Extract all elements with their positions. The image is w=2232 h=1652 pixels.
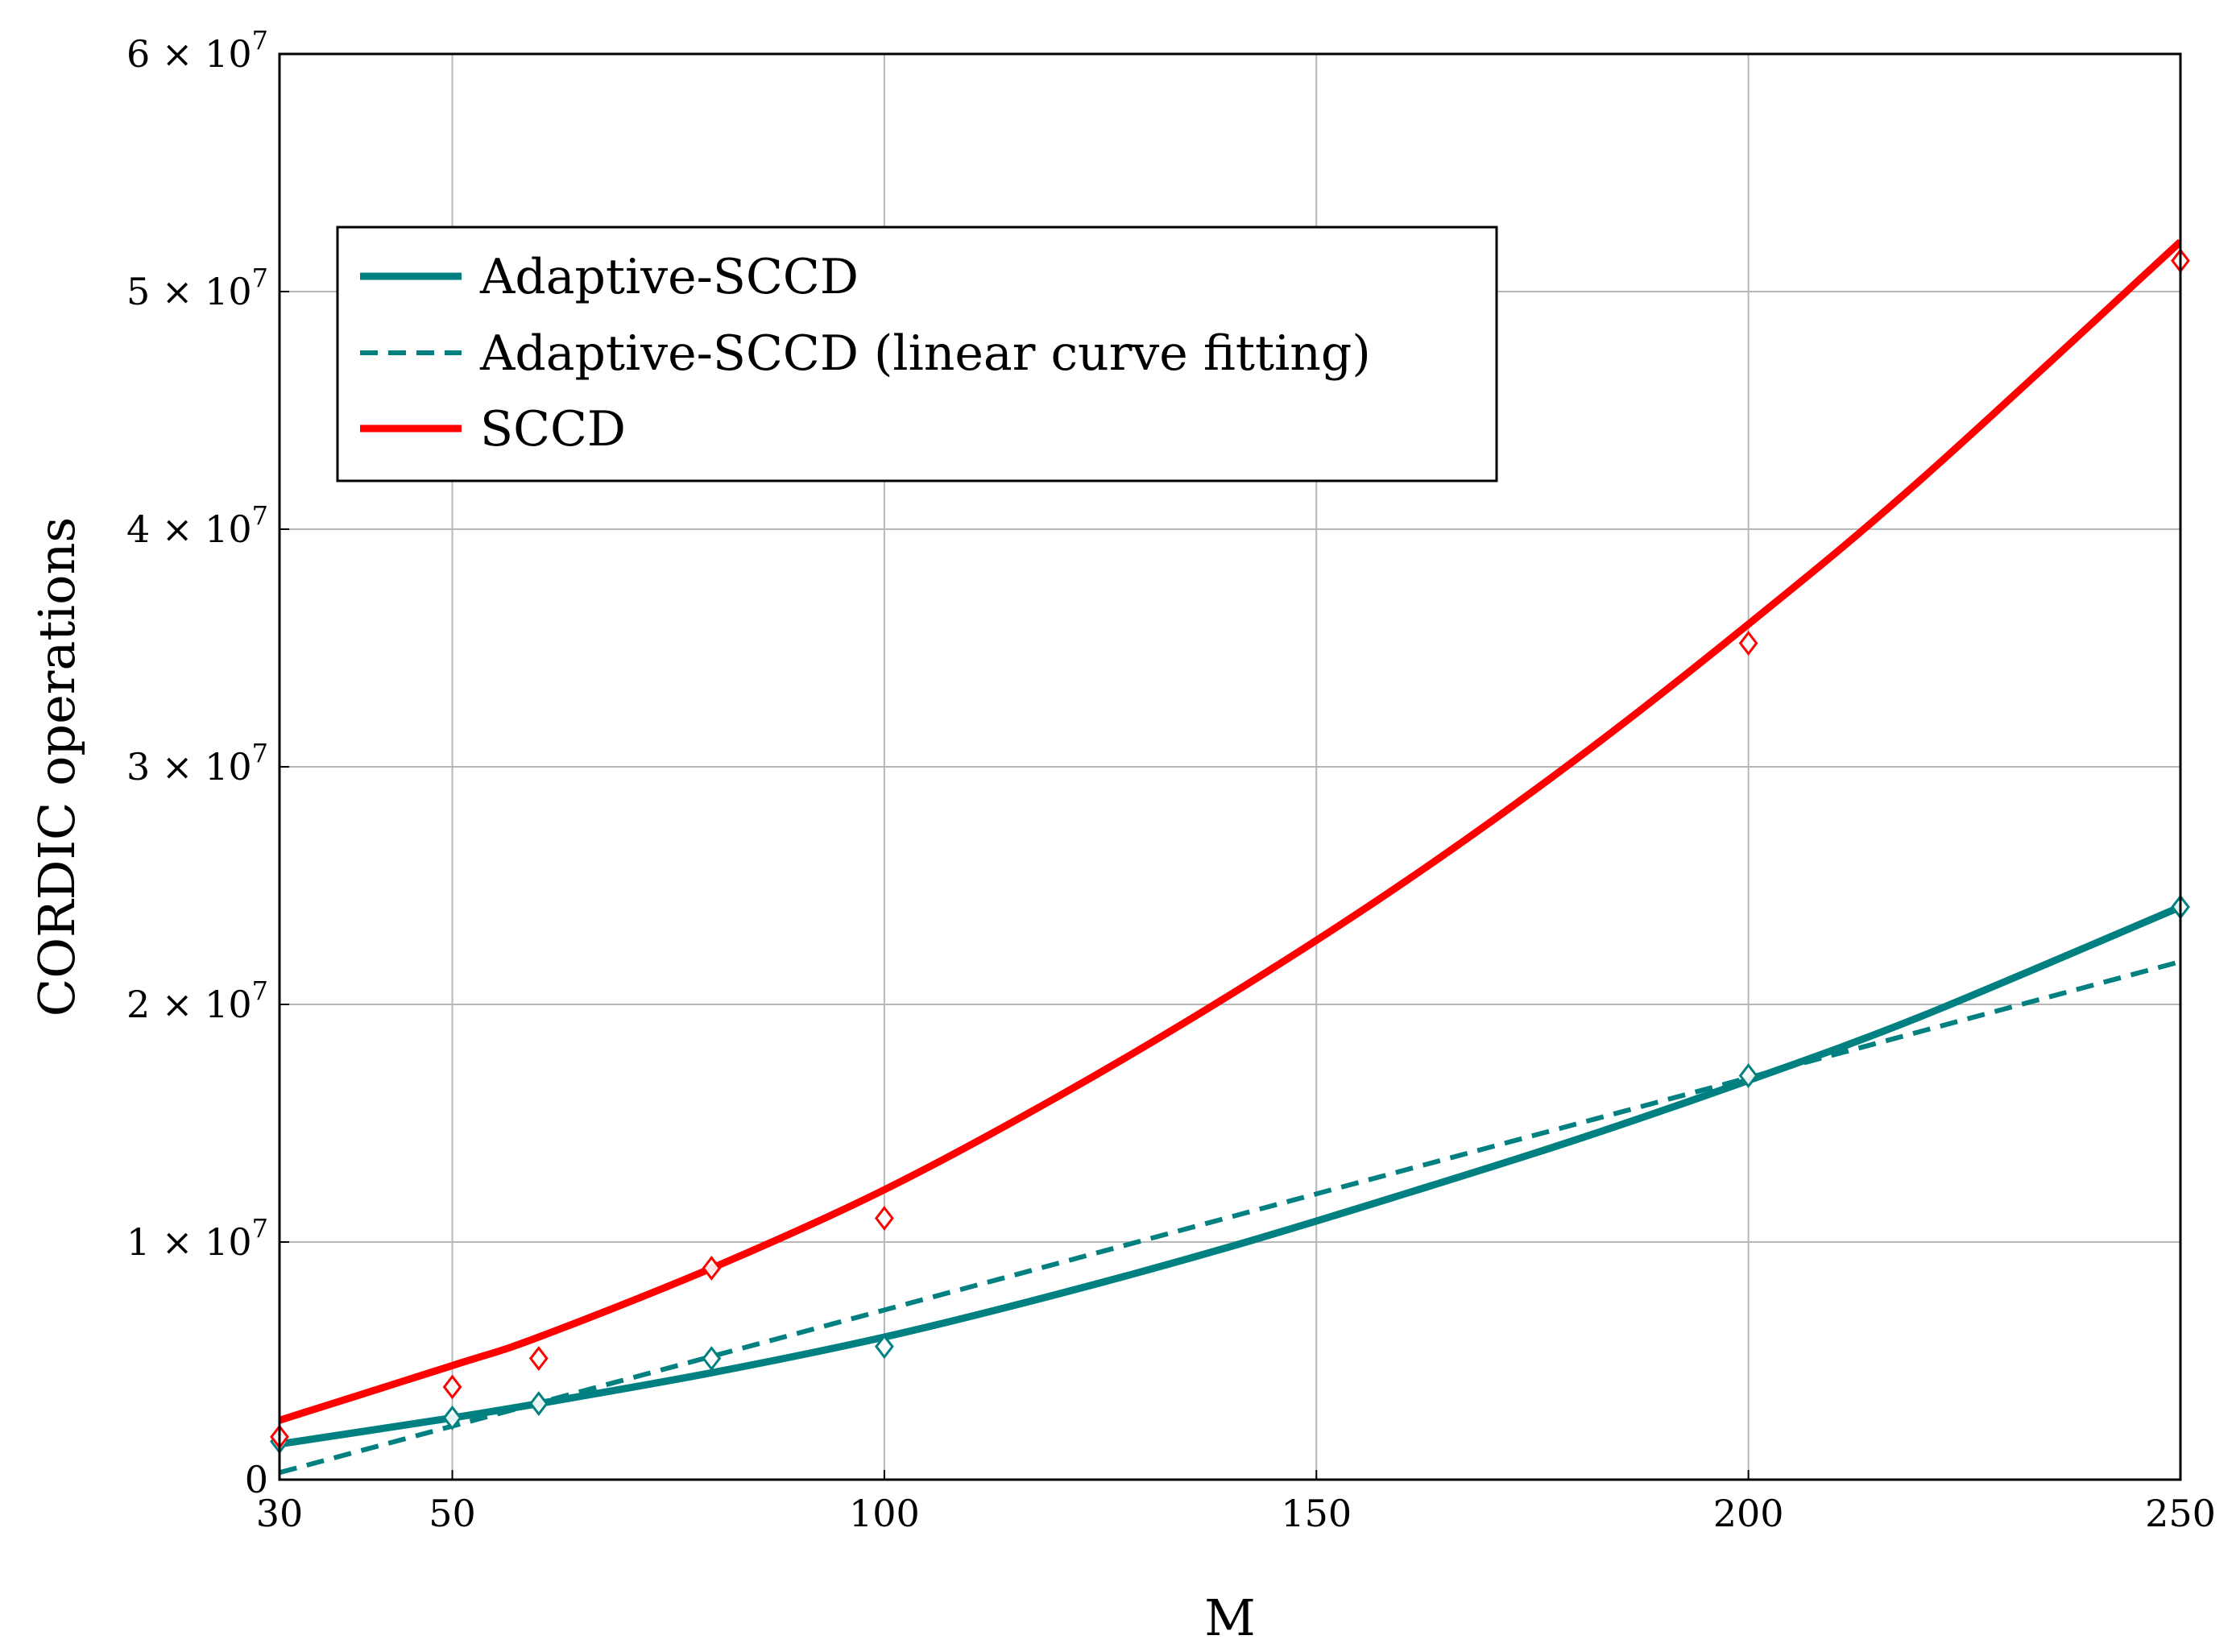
legend-box — [336, 226, 1498, 482]
data-point-adaptive-sccd — [442, 1405, 462, 1430]
x-axis-ticks: 30 50 100 150 200 250 — [256, 1470, 2216, 1535]
y-tick-exponent: 7 — [252, 975, 268, 1006]
x-tick-label: 30 — [256, 1492, 304, 1535]
y-tick-label: 2 × 107 — [126, 975, 268, 1026]
data-point-sccd — [702, 1255, 722, 1281]
data-point-sccd — [528, 1346, 549, 1372]
x-tick-label: 250 — [2145, 1492, 2216, 1535]
legend-label: Adaptive-SCCD (linear curve fitting) — [479, 325, 1371, 382]
y-tick-label: 5 × 107 — [126, 263, 268, 313]
y-tick-mantissa: 0 — [245, 1458, 268, 1501]
x-tick-label: 50 — [429, 1492, 476, 1535]
y-tick-mantissa: 3 × 10 — [126, 745, 252, 789]
y-tick-mantissa: 6 × 10 — [126, 32, 252, 76]
legend-label: SCCD — [480, 401, 626, 458]
y-tick-exponent: 7 — [252, 1213, 268, 1244]
marker-layer — [270, 248, 2190, 1455]
legend-label: Adaptive-SCCD — [479, 249, 859, 305]
data-point-sccd — [1738, 631, 1758, 656]
data-point-sccd — [875, 1206, 894, 1231]
x-axis-title: M — [1204, 1588, 1255, 1647]
y-tick-label: 4 × 107 — [126, 500, 268, 551]
y-axis-title: CORDIC operations — [27, 517, 86, 1016]
data-point-adaptive-sccd — [702, 1346, 722, 1372]
y-tick-mantissa: 2 × 10 — [126, 983, 252, 1026]
y-tick-exponent: 7 — [252, 263, 268, 293]
data-point-adaptive-sccd — [875, 1334, 894, 1360]
data-point-sccd — [442, 1374, 462, 1400]
y-tick-mantissa: 5 × 10 — [126, 270, 252, 313]
y-tick-label: 0 — [245, 1458, 268, 1501]
y-tick-mantissa: 4 × 10 — [126, 507, 252, 551]
y-tick-exponent: 7 — [252, 738, 268, 768]
x-tick-label: 200 — [1713, 1492, 1784, 1535]
data-point-adaptive-sccd — [1738, 1063, 1758, 1088]
series-line-sccd — [280, 238, 2180, 1424]
x-tick-label: 100 — [849, 1492, 920, 1535]
y-tick-mantissa: 1 × 10 — [126, 1220, 252, 1264]
data-point-adaptive-sccd — [528, 1391, 549, 1417]
series-line-adaptive-sccd-linear-curve-fitting — [280, 959, 2180, 1476]
x-tick-label: 150 — [1281, 1492, 1352, 1535]
y-tick-exponent: 7 — [252, 25, 268, 56]
legend: Adaptive-SCCD Adaptive-SCCD (linear curve… — [336, 226, 1498, 482]
y-tick-label: 3 × 107 — [126, 738, 268, 789]
y-tick-label: 6 × 107 — [126, 25, 268, 76]
y-tick-label: 1 × 107 — [126, 1213, 268, 1264]
y-tick-exponent: 7 — [252, 500, 268, 531]
